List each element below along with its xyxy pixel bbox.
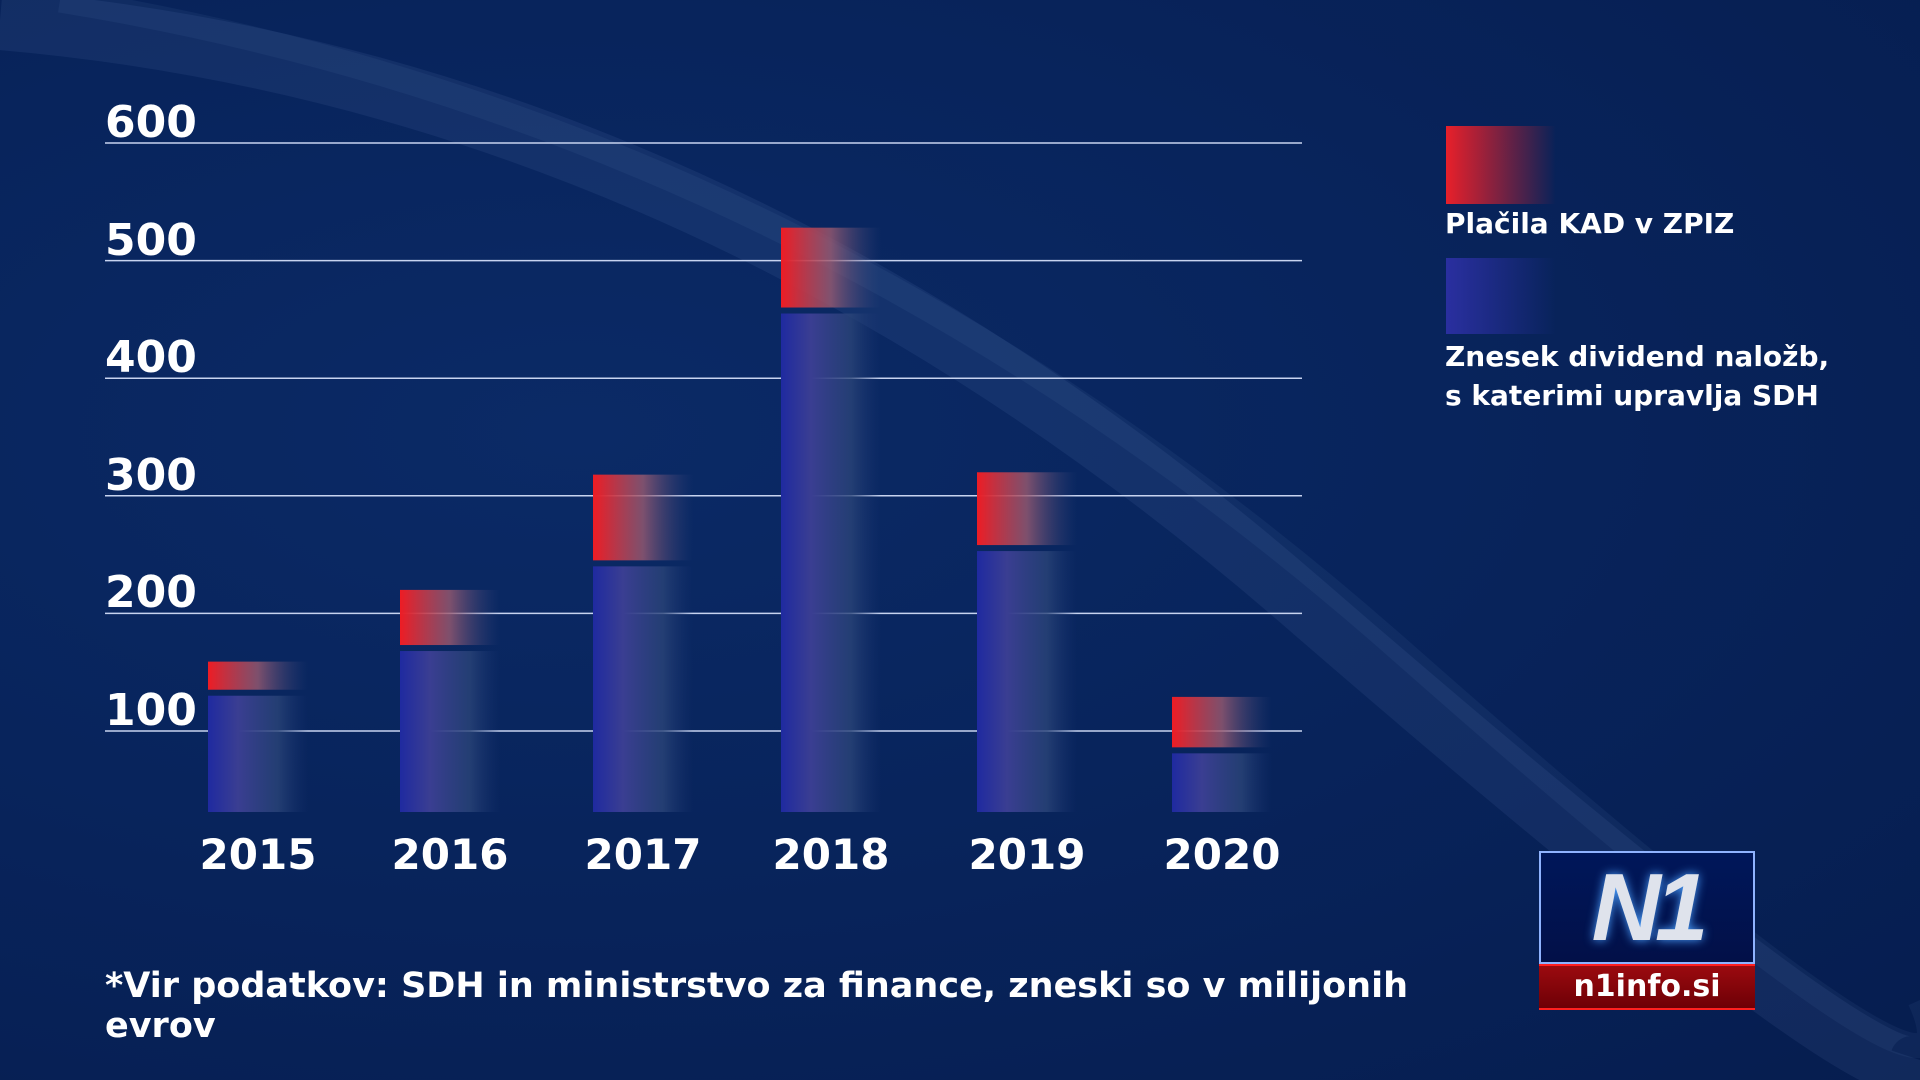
bar-dividends-2020 [1172,753,1272,812]
background-arc [57,0,1920,1059]
bar-dividends-2019 [977,551,1077,812]
legend-swatch-dividends [1446,258,1556,334]
y-tick-label: 600 [105,97,197,148]
footnote: *Vir podatkov: SDH in ministrstvo za fin… [105,966,1408,1046]
bar-dividends-2018 [781,313,881,812]
x-tick-label: 2020 [1163,830,1281,879]
x-tick-label: 2019 [968,830,1086,879]
n1-logo: N1 n1info.si [1539,851,1755,1010]
x-tick-label: 2016 [391,830,509,879]
legend-swatch-kad [1446,126,1556,204]
bar-kad-2015 [208,661,308,690]
legend-label-line: s katerimi upravlja SDH [1445,379,1819,412]
x-tick-label: 2017 [584,830,702,879]
y-tick-label: 100 [105,685,197,736]
y-tick-label: 200 [105,567,197,619]
y-tick-label: 300 [105,449,197,501]
legend-label-kad: Plačila KAD v ZPIZ [1445,207,1735,240]
bar-kad-2016 [400,589,500,646]
bar-kad-2019 [977,472,1077,546]
bar-dividends-2015 [208,695,308,812]
bar-dividends-2016 [400,651,500,812]
x-tick-label: 2015 [199,830,317,879]
x-tick-label: 2018 [772,830,890,879]
legend-label-line: Znesek dividend naložb, [1445,340,1830,373]
logo-mark: N1 [1539,851,1755,964]
bar-kad-2020 [1172,696,1272,748]
bar-dividends-2017 [593,566,693,812]
logo-site: n1info.si [1539,964,1755,1010]
bar-kad-2017 [593,474,693,561]
bar-kad-2018 [781,227,881,308]
y-tick-label: 400 [105,332,197,384]
y-tick-label: 500 [105,214,197,266]
legend-label-dividends: Znesek dividend naložb, s katerimi uprav… [1445,337,1905,415]
